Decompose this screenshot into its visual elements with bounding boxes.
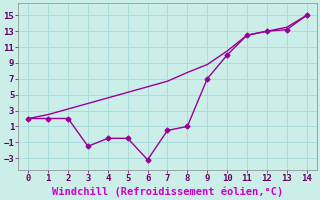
X-axis label: Windchill (Refroidissement éolien,°C): Windchill (Refroidissement éolien,°C): [52, 186, 283, 197]
